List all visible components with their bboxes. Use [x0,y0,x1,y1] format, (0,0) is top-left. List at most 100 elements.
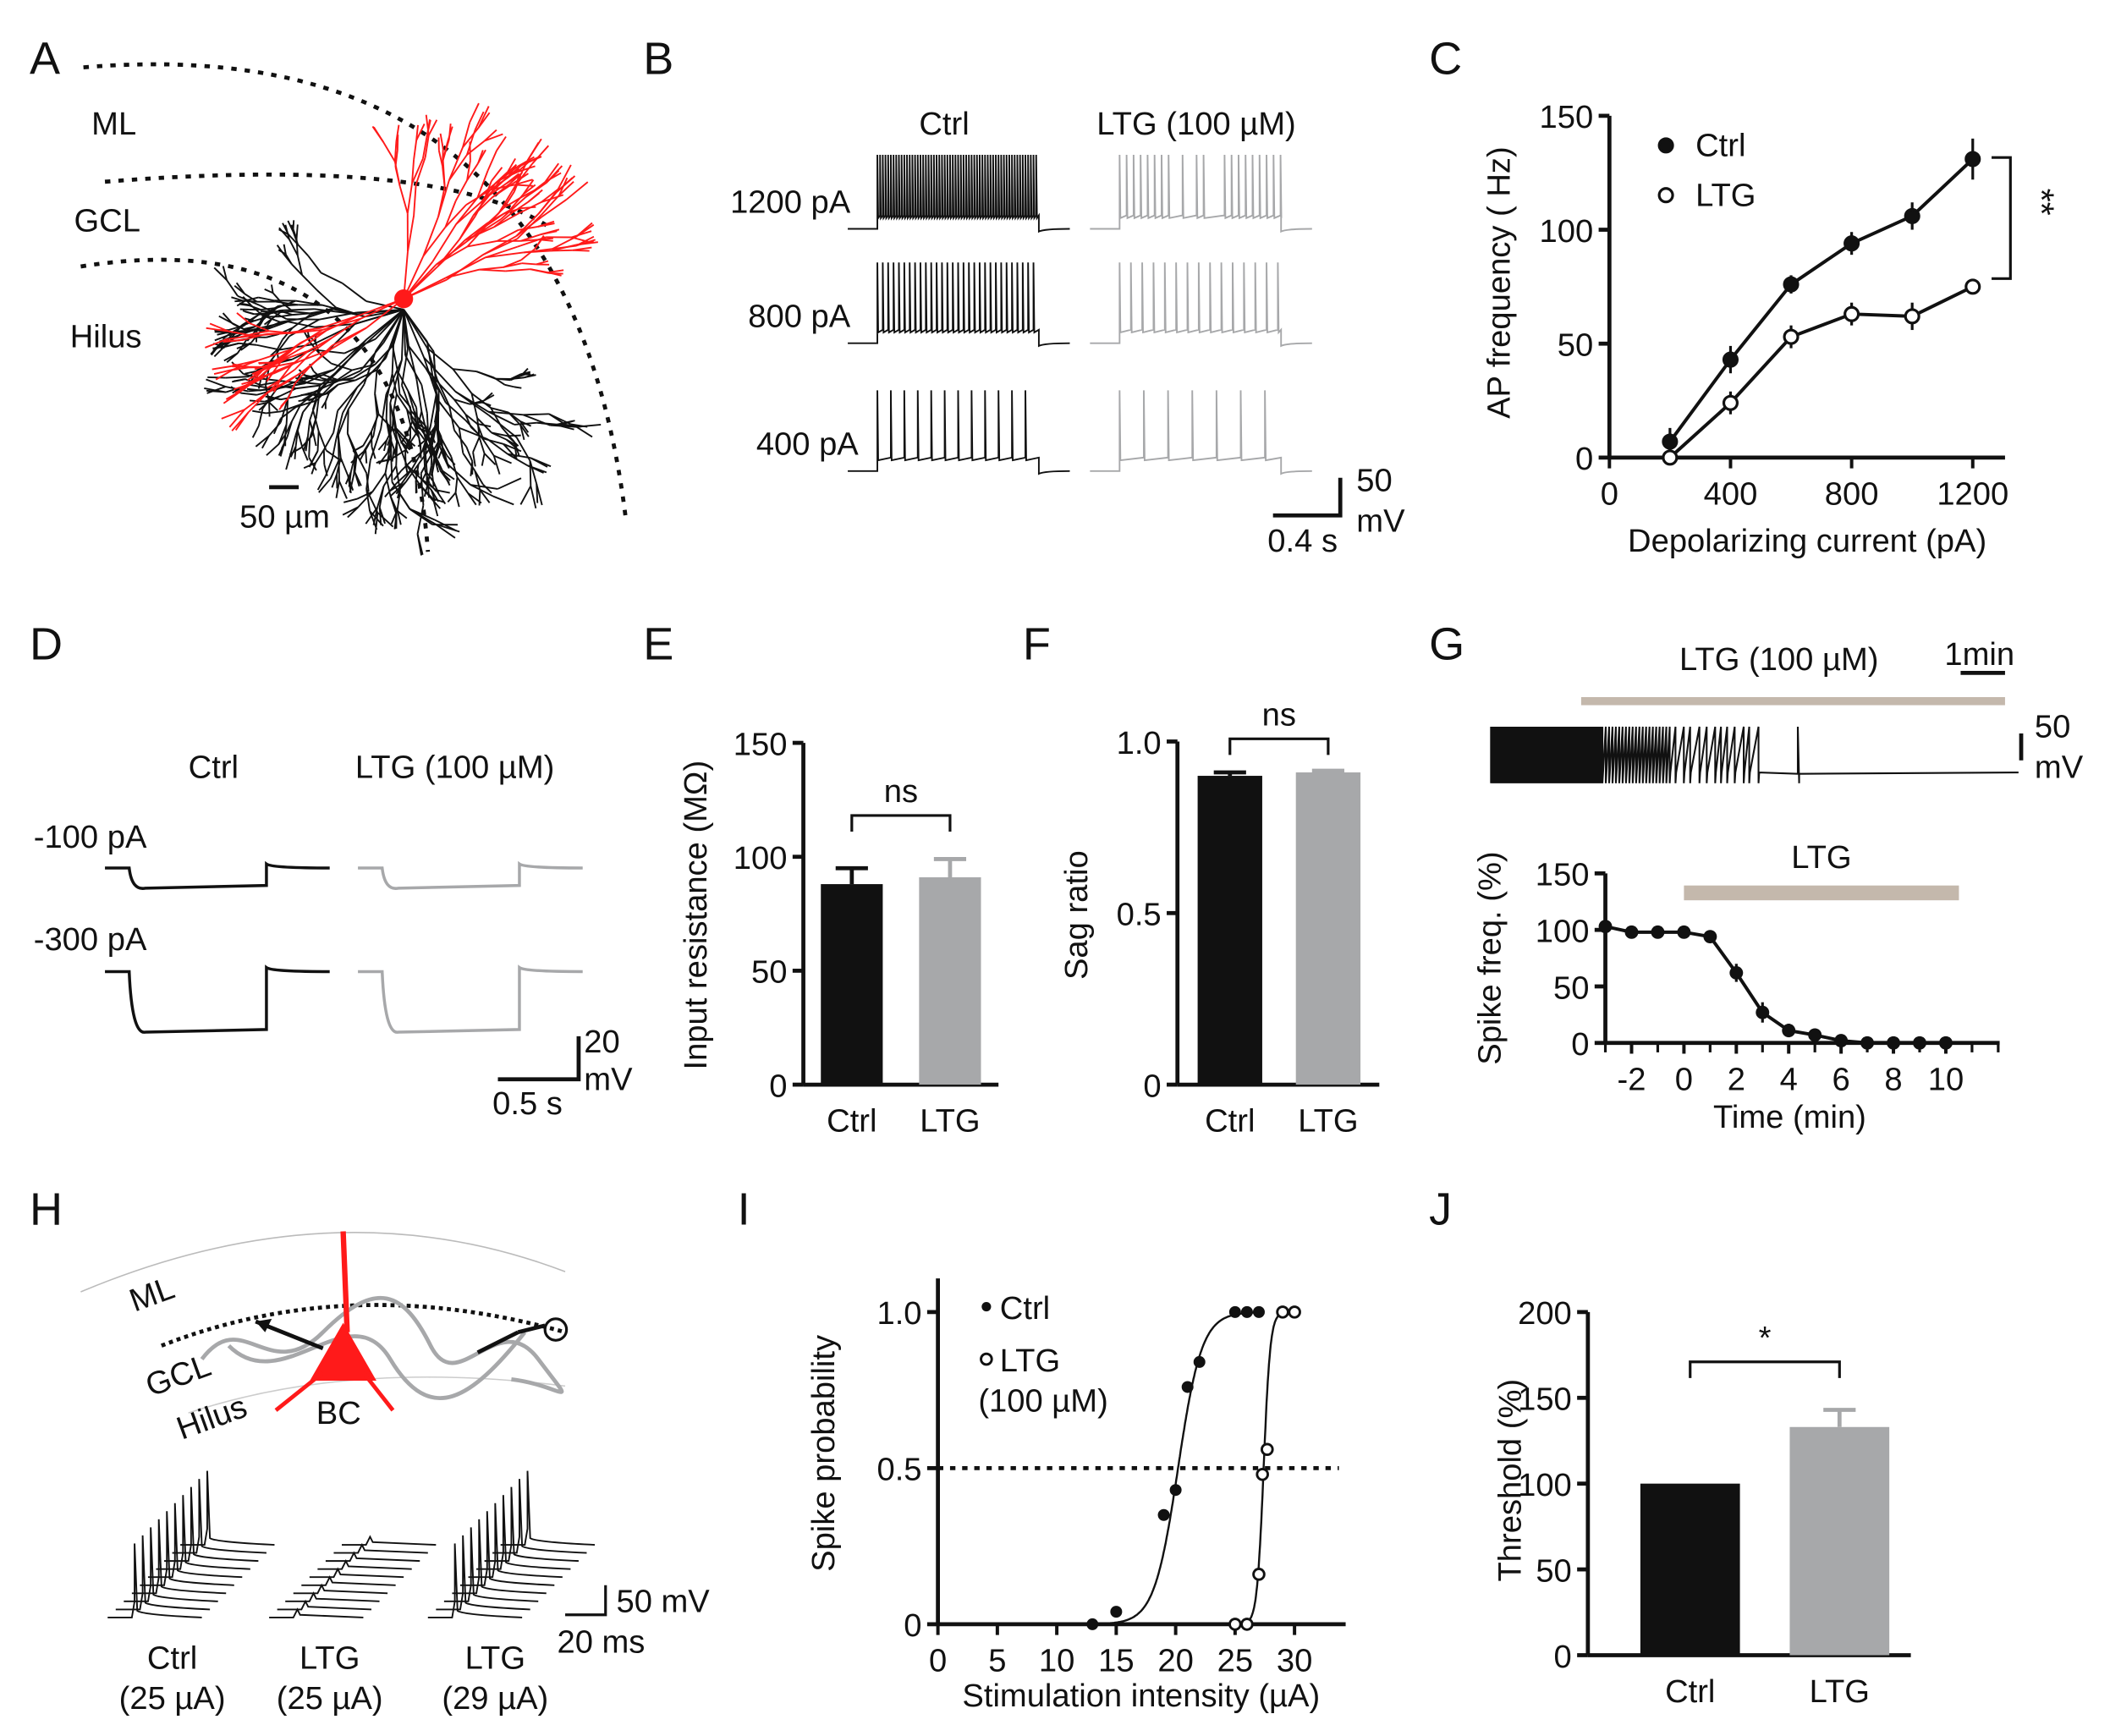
neurite [389,444,393,482]
stimulator-icon [543,1317,569,1342]
neurite [377,439,387,451]
y-tick-label: 0 [1554,1639,1572,1675]
neurite [447,464,471,486]
neurite [470,218,502,239]
neurite [404,354,423,386]
neurite [485,245,519,259]
x-tick-label: 400 [1704,476,1758,513]
neurite [521,155,541,166]
panel-letter-h: H [30,1184,63,1234]
neurite [575,426,593,438]
legend-marker [1657,187,1674,204]
neurite [331,474,338,488]
neurite [466,160,471,181]
neurite [335,481,340,498]
neurite [287,220,294,233]
bar-ltg [1295,772,1361,1085]
neurite [384,444,392,474]
neurite [221,409,245,420]
neurite [576,423,602,428]
trace-sweep [172,1479,266,1554]
neurite [389,403,398,440]
neurite [496,228,519,242]
neurite [430,497,441,509]
hilus-boundary [80,257,431,552]
data-point [1110,1606,1123,1618]
neurite [343,338,376,354]
neurite [375,309,404,340]
neurite [292,314,311,329]
column-label-ltg: LTG (100 µM) [1096,106,1295,142]
bar-ltg [1789,1426,1890,1656]
neurite [271,360,299,368]
neurite [556,175,576,193]
neurite [478,437,486,454]
neurite [420,410,428,435]
neurite [444,204,467,228]
neurite [310,416,317,437]
neurite [255,402,267,406]
scale-label-voltage: 50 mV [616,1584,710,1620]
data-point [1913,1036,1926,1050]
neurite [395,465,401,492]
trace-sweep [492,1479,587,1554]
neurite [308,438,311,458]
y-tick-label: 1.0 [876,1295,921,1332]
data-point [1844,305,1860,322]
neurite [226,352,239,363]
neurite [439,133,444,150]
scale-bar [497,1036,581,1082]
scale-label-unit: mV [584,1061,633,1097]
neurite [306,420,311,437]
neurite [486,212,505,227]
neurite [566,181,589,201]
neurite [523,248,553,254]
neurite [391,448,395,462]
data-point [1157,1508,1170,1521]
neurite [354,453,358,473]
neurite [314,341,321,354]
neurite [204,387,227,393]
neurite [507,453,531,459]
neurite [415,157,426,185]
neurite [380,393,387,430]
trace-sweep [342,1535,437,1546]
neurite [503,195,523,209]
neurite [445,268,480,279]
neurite [483,392,493,402]
neurite [328,383,339,394]
neurite [529,460,538,484]
data-point [1193,1355,1206,1368]
neurite [447,492,457,503]
scale-bar [1272,477,1343,518]
y-tick-label: 100 [734,840,788,876]
panel-b-traces: Ctrl LTG (100 µM) 1200 pA 800 pA 400 pA 50 mV 0… [730,106,1405,559]
neurite [256,343,280,351]
neurite [391,373,398,395]
neurite [258,361,273,365]
neurite [493,454,512,464]
y-tick-label: 0 [904,1607,921,1644]
neurite [282,347,303,360]
neurite [337,435,340,460]
neurite [271,311,282,320]
neurite [249,322,270,332]
scale-label: 50 µm [239,499,330,536]
neurite [403,309,435,353]
neurite [258,296,275,302]
trace-sweep [484,1486,579,1563]
neurite [465,446,474,462]
neurite [245,320,255,325]
neurite [395,439,398,466]
legend-label: LTG [1000,1343,1060,1379]
neurite [360,342,385,371]
neurite [424,470,431,484]
neurite [374,393,378,416]
neurite [454,492,460,508]
neurite [329,459,340,480]
data-point [1662,449,1679,466]
y-axis-label: Spike probability [805,1335,842,1572]
x-axis-label: Time (min) [1713,1099,1866,1135]
neurite [222,332,233,340]
neurite [481,401,492,407]
